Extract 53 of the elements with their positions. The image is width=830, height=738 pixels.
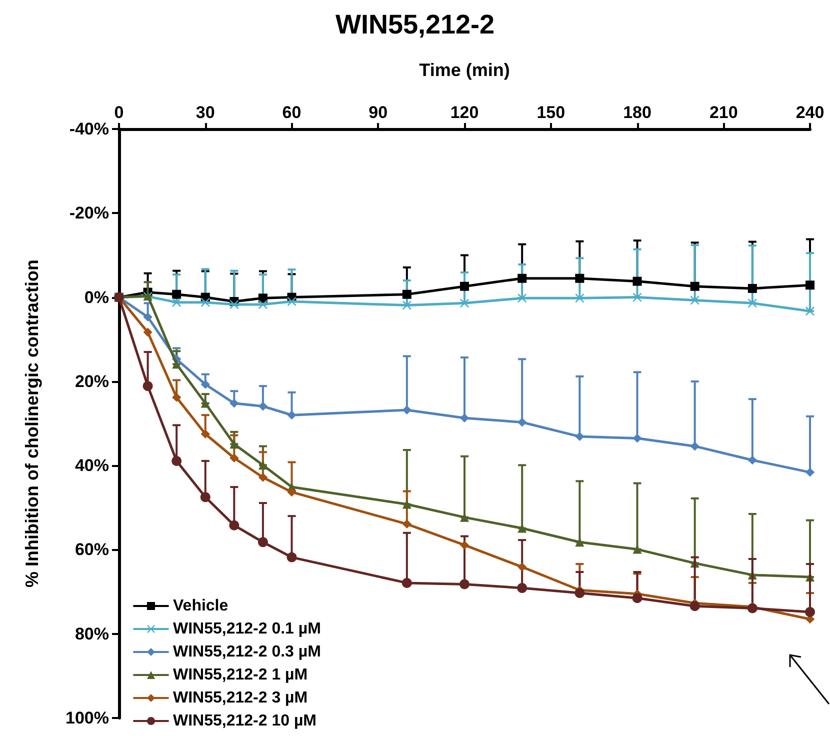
point	[402, 578, 412, 588]
point	[460, 540, 469, 550]
x-tick-label: 30	[196, 103, 215, 122]
x-tick-label: 120	[450, 103, 479, 122]
y-tick-label: 20%	[74, 372, 109, 391]
point	[287, 296, 296, 306]
point	[806, 280, 814, 290]
point	[517, 583, 528, 593]
x-tick-label: 150	[536, 103, 566, 122]
point	[460, 579, 470, 590]
y-tick-label: -40%	[69, 120, 109, 138]
point	[460, 282, 469, 291]
y-tick-label: 0%	[84, 288, 109, 307]
point	[142, 381, 153, 392]
y-tick-label: 40%	[74, 456, 109, 476]
point	[402, 290, 412, 299]
point	[229, 520, 240, 530]
point	[200, 492, 210, 502]
legend-label: WIN55,212-2 1 µM	[173, 666, 308, 684]
point	[230, 300, 239, 309]
y-tick-label: 60%	[74, 540, 109, 560]
y-tick-label: -20%	[69, 204, 109, 223]
legend-label: WIN55,212-2 10 µM	[173, 712, 316, 730]
point	[748, 284, 757, 293]
legend-label: Vehicle	[173, 598, 228, 614]
x-tick-label: 240	[796, 103, 824, 122]
legend-label: WIN55,212-2 0.1 µM	[173, 620, 321, 638]
y-tick-label: 80%	[74, 624, 109, 644]
x-tick-label: 210	[709, 103, 738, 122]
point	[172, 290, 182, 299]
legend-label: WIN55,212-2 3 µM	[173, 690, 308, 706]
chart-title: WIN55,212-2	[335, 10, 495, 40]
y-tick-label: 100%	[66, 708, 109, 728]
point	[286, 552, 297, 562]
point	[200, 298, 210, 307]
point	[518, 274, 527, 283]
point	[805, 606, 815, 617]
x-tick-label: 0	[114, 103, 124, 122]
point	[143, 328, 152, 337]
point	[690, 282, 700, 291]
legend-label: WIN55,212-2 0.3 µM	[173, 644, 321, 660]
point	[258, 294, 268, 303]
point	[690, 601, 700, 612]
point	[518, 562, 527, 572]
point	[632, 276, 642, 286]
point	[172, 456, 182, 466]
point	[258, 537, 268, 548]
point	[575, 274, 584, 283]
y-axis-title: % Inhibition of cholinergic contraction	[22, 260, 42, 588]
x-axis-title: Time (min)	[419, 60, 510, 80]
x-tick-label: 90	[368, 103, 388, 122]
x-tick-label: 60	[282, 103, 302, 122]
x-tick-label: 180	[623, 103, 652, 122]
